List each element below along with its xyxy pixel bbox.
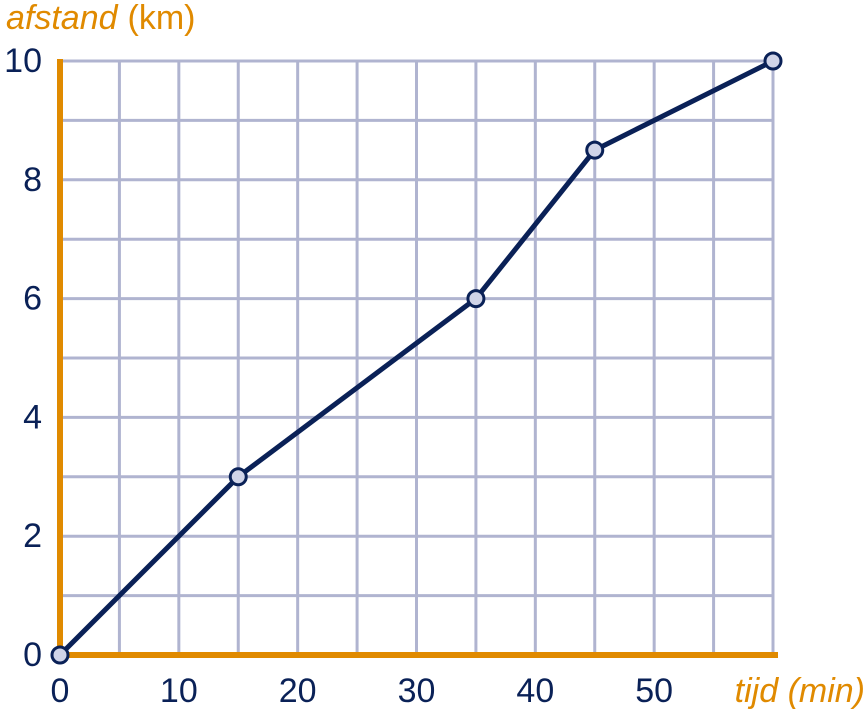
y-tick-label: 6 [23,280,42,318]
y-tick-label: 10 [4,42,42,80]
y-tick-label: 8 [23,161,42,199]
marker [466,289,486,309]
y-axis-label-unit: (km) [128,0,196,37]
x-tick-label: 10 [160,672,198,710]
marker [763,51,783,71]
y-tick-label: 0 [23,636,42,674]
x-tick-label: 20 [279,672,317,710]
y-axis-label: afstand (km) [6,0,196,37]
x-tick-label: 30 [398,672,436,710]
x-tick-label: 40 [516,672,554,710]
y-tick-label: 2 [23,517,42,555]
x-tick-label: 50 [635,672,673,710]
y-tick-label: 4 [23,398,42,436]
x-axis-label: tijd (min) [735,672,865,710]
marker [228,467,248,487]
marker [585,140,605,160]
marker [50,645,70,665]
y-axis-label-name: afstand [6,0,119,37]
x-tick-label: 0 [51,672,70,710]
